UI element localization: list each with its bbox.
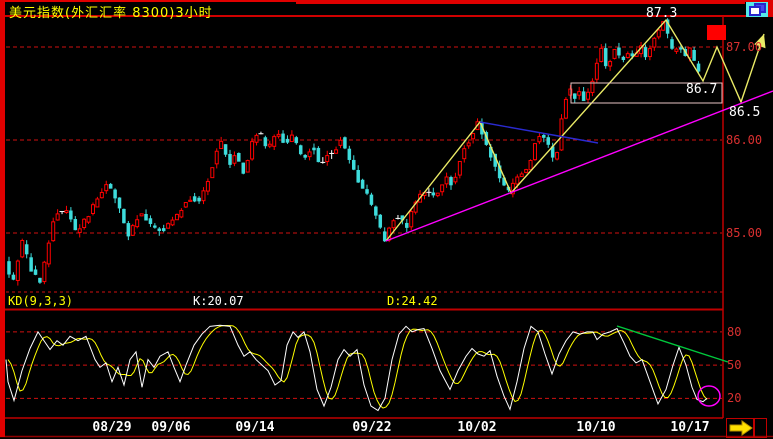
titlebar-right-corner xyxy=(768,0,773,17)
date-tick-1002: 10/02 xyxy=(457,420,497,435)
kd-oversold-circle xyxy=(697,385,721,407)
alert-marker xyxy=(707,25,726,40)
window-title: 美元指数(外汇汇率 8300)3小时 xyxy=(9,6,213,21)
kd-d-value: D:24.42 xyxy=(387,294,438,308)
swing-low-label-1: 86.7 xyxy=(686,82,718,97)
consolidation-box xyxy=(570,82,723,104)
kd-k-value: K:20.07 xyxy=(193,294,244,308)
kd-divergence-line xyxy=(616,325,729,363)
swing-connector-line xyxy=(479,121,599,144)
date-tick-1017: 10/17 xyxy=(670,420,710,435)
kd-axis-label-50: 50 xyxy=(727,358,742,372)
date-tick-0906: 09/06 xyxy=(151,420,191,435)
date-tick-0829: 08/29 xyxy=(92,420,132,435)
swing-high-label: 87.3 xyxy=(646,6,678,21)
kd-axis-label-80: 80 xyxy=(727,325,742,339)
wave-projection-zigzag-arrowhead xyxy=(754,34,766,49)
kd-d-line xyxy=(7,325,708,409)
candlestick-series xyxy=(7,18,701,286)
restore-window-icon[interactable] xyxy=(746,2,768,17)
scroll-right-button[interactable] xyxy=(726,418,768,438)
date-tick-1010: 10/10 xyxy=(576,420,616,435)
kd-indicator-label: KD(9,3,3) xyxy=(8,294,74,308)
kd-axis-label-20: 20 xyxy=(727,391,742,405)
kd-k-line xyxy=(5,324,708,412)
scroll-right-arrow-icon xyxy=(726,418,767,438)
restore-front-square xyxy=(749,6,761,16)
date-tick-0922: 09/22 xyxy=(352,420,392,435)
price-axis-label-85: 85.00 xyxy=(726,226,763,240)
left-border xyxy=(0,0,5,437)
titlebar-accent xyxy=(296,0,745,4)
price-axis-label-87: 87.00 xyxy=(726,40,763,54)
date-tick-0914: 09/14 xyxy=(235,420,275,435)
swing-low-label-2: 86.5 xyxy=(729,105,761,120)
primary-uptrend-line xyxy=(385,90,773,242)
price-axis-label-86: 86.00 xyxy=(726,133,763,147)
wave-projection-zigzag xyxy=(385,18,765,242)
